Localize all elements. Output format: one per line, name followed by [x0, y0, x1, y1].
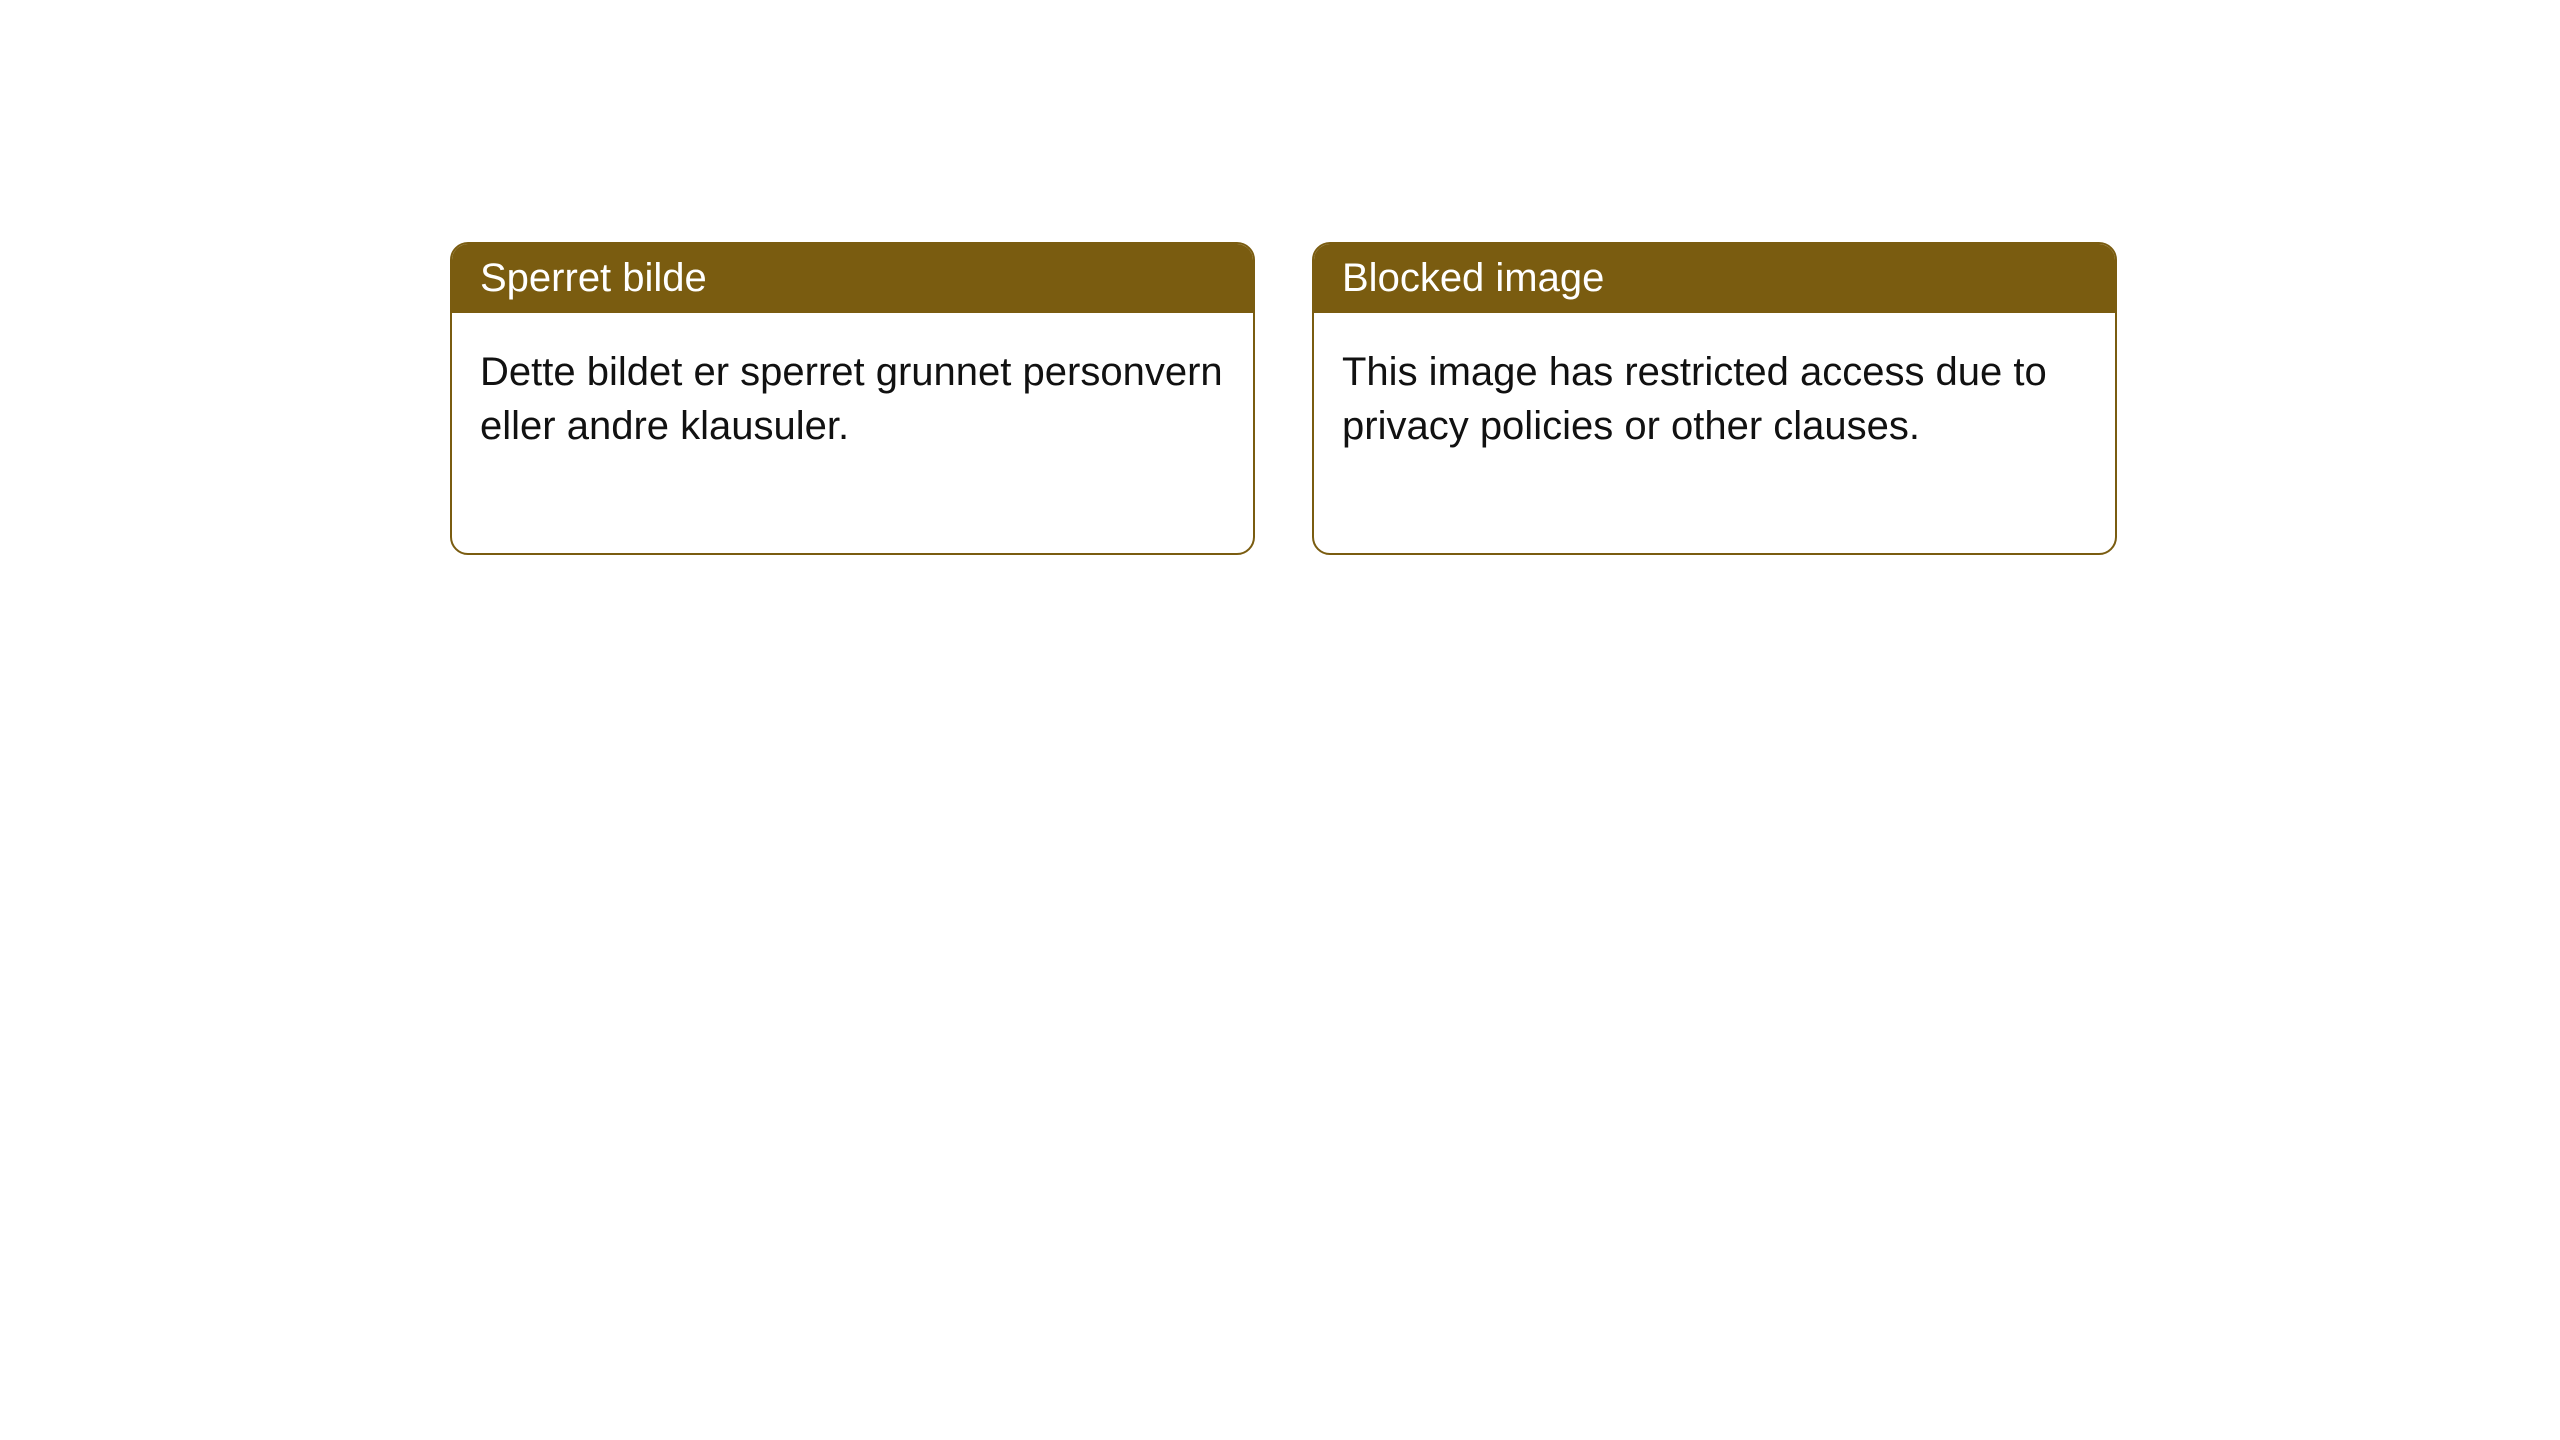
card-header-english: Blocked image	[1314, 244, 2115, 313]
card-body-english: This image has restricted access due to …	[1314, 313, 2115, 553]
card-header-norwegian: Sperret bilde	[452, 244, 1253, 313]
card-title-norwegian: Sperret bilde	[480, 256, 707, 300]
card-title-english: Blocked image	[1342, 256, 1604, 300]
blocked-image-card-norwegian: Sperret bilde Dette bildet er sperret gr…	[450, 242, 1255, 555]
card-message-norwegian: Dette bildet er sperret grunnet personve…	[480, 350, 1223, 448]
card-message-english: This image has restricted access due to …	[1342, 350, 2047, 448]
card-body-norwegian: Dette bildet er sperret grunnet personve…	[452, 313, 1253, 553]
blocked-image-card-english: Blocked image This image has restricted …	[1312, 242, 2117, 555]
notice-container: Sperret bilde Dette bildet er sperret gr…	[450, 242, 2117, 555]
